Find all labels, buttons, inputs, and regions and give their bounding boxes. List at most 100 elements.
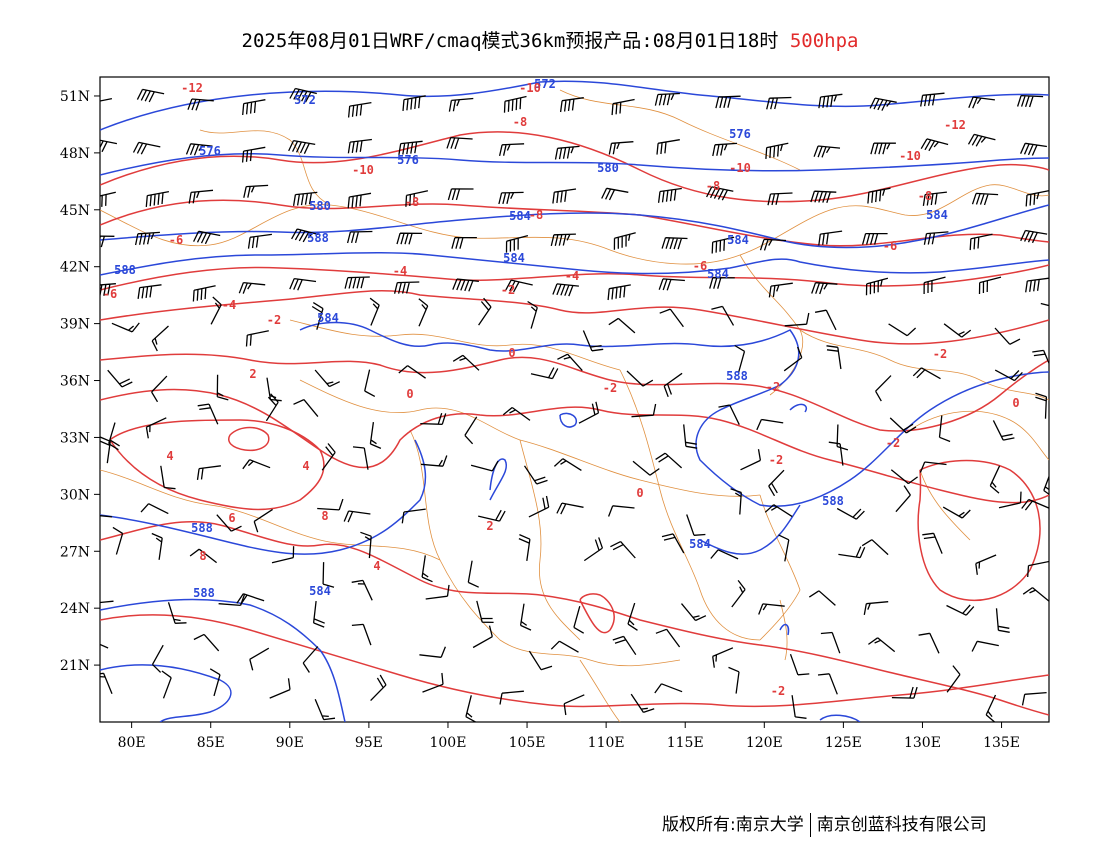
temp-contour	[109, 419, 325, 511]
wind-barb	[100, 191, 116, 207]
footer-left: 版权所有:南京大学	[662, 815, 804, 835]
wind-barb	[189, 548, 217, 564]
height-label-group: 572 572 576 576 576 580 580 584 584 584 588 588 584 5…	[114, 77, 948, 600]
temp-contour-label: -2	[933, 347, 947, 361]
wind-barb	[421, 555, 433, 583]
border-line	[199, 129, 331, 206]
wind-barb	[818, 93, 843, 109]
wind-barb	[768, 469, 785, 497]
wind-barb	[1020, 229, 1048, 244]
temp-contour-label: -8	[706, 179, 720, 193]
temp-contour-label: 0	[508, 346, 515, 360]
wind-barb	[236, 593, 265, 605]
wind-barb	[550, 640, 579, 653]
wind-barb	[764, 504, 793, 518]
wind-barb	[922, 532, 943, 554]
footer-separator	[809, 813, 811, 837]
height-contour-label: 584	[689, 537, 711, 551]
wind-barb	[498, 191, 524, 205]
wind-barb	[452, 278, 479, 292]
wind-barb	[710, 549, 739, 560]
wind-barb	[151, 375, 168, 403]
height-contour	[299, 321, 1049, 507]
height-contour	[100, 204, 1049, 249]
border-line	[759, 494, 801, 641]
wind-barb	[922, 191, 947, 206]
wind-barb	[134, 231, 160, 246]
wind-barb	[867, 187, 891, 204]
wind-barb	[661, 237, 688, 250]
wind-barb	[683, 424, 698, 449]
height-contour-label: 576	[729, 127, 751, 141]
wind-barb	[209, 668, 221, 697]
height-contour	[100, 598, 346, 722]
wind-barb	[470, 460, 499, 472]
temp-contour-label: -2	[769, 453, 783, 467]
wind-barb	[611, 98, 635, 116]
lon-tick-label: 135E	[983, 735, 1020, 751]
wind-barb	[160, 465, 176, 490]
wind-barb	[868, 637, 896, 653]
temp-contour	[228, 426, 270, 452]
wind-barb	[863, 601, 889, 616]
wind-barb	[1025, 190, 1049, 207]
wind-barb	[553, 458, 582, 471]
wind-barb	[573, 606, 585, 634]
wind-barb	[418, 298, 429, 327]
height-contour-label: 576	[397, 153, 419, 167]
temp-contour-label: 0	[636, 486, 643, 500]
height-contour-label: 584	[727, 233, 749, 247]
wind-barb	[946, 604, 975, 616]
wind-barb	[197, 403, 219, 425]
temp-contour	[100, 614, 1049, 708]
height-contour-label: 584	[309, 584, 331, 598]
wind-barb	[369, 422, 382, 449]
wind-barb	[627, 602, 638, 631]
wind-barb	[1032, 349, 1049, 365]
wind-barb	[187, 98, 214, 111]
wind-barb	[448, 97, 474, 112]
height-contour-label: 576	[199, 144, 221, 158]
wind-barb	[994, 327, 1021, 345]
height-contour	[779, 623, 790, 636]
temp-contour-label: 8	[199, 549, 206, 563]
wind-barb	[978, 276, 1002, 295]
wind-barb	[193, 230, 221, 245]
wind-barb	[321, 443, 336, 471]
wind-barb	[891, 686, 918, 699]
wind-barb	[465, 695, 477, 722]
wind-barb	[238, 281, 266, 294]
wind-barb	[559, 97, 584, 113]
lat-tick-label: 45N	[60, 203, 90, 219]
wind-barb	[658, 278, 685, 291]
wind-barb	[912, 367, 941, 380]
wind-barb	[631, 403, 657, 418]
wind-barb	[975, 554, 997, 575]
wind-barb	[778, 534, 790, 562]
border-line	[919, 469, 971, 541]
wind-barb	[554, 145, 580, 160]
wind-barb	[810, 190, 837, 204]
wind-barb	[347, 101, 372, 118]
temp-contour-label: -10	[899, 149, 921, 163]
wind-barb	[291, 228, 319, 243]
lon-tick-label: 125E	[825, 735, 862, 751]
wind-barb	[145, 190, 170, 207]
wind-barb	[100, 97, 113, 102]
wind-barb	[612, 635, 637, 656]
height-contour	[100, 252, 1049, 276]
wind-barb	[352, 446, 369, 470]
border-line	[100, 184, 1049, 265]
wind-barb	[583, 537, 604, 562]
wind-barb	[783, 346, 803, 372]
lat-tick-label: 30N	[60, 487, 90, 503]
temp-contour-label: -10	[519, 81, 541, 95]
wind-barb	[828, 441, 844, 466]
wind-barb	[946, 665, 961, 693]
wind-barb	[396, 232, 423, 245]
wind-barb	[472, 625, 493, 649]
height-contour	[489, 458, 507, 501]
wind-barb	[518, 534, 531, 561]
temp-contour-label: -2	[501, 283, 515, 297]
wind-barb	[985, 694, 997, 722]
